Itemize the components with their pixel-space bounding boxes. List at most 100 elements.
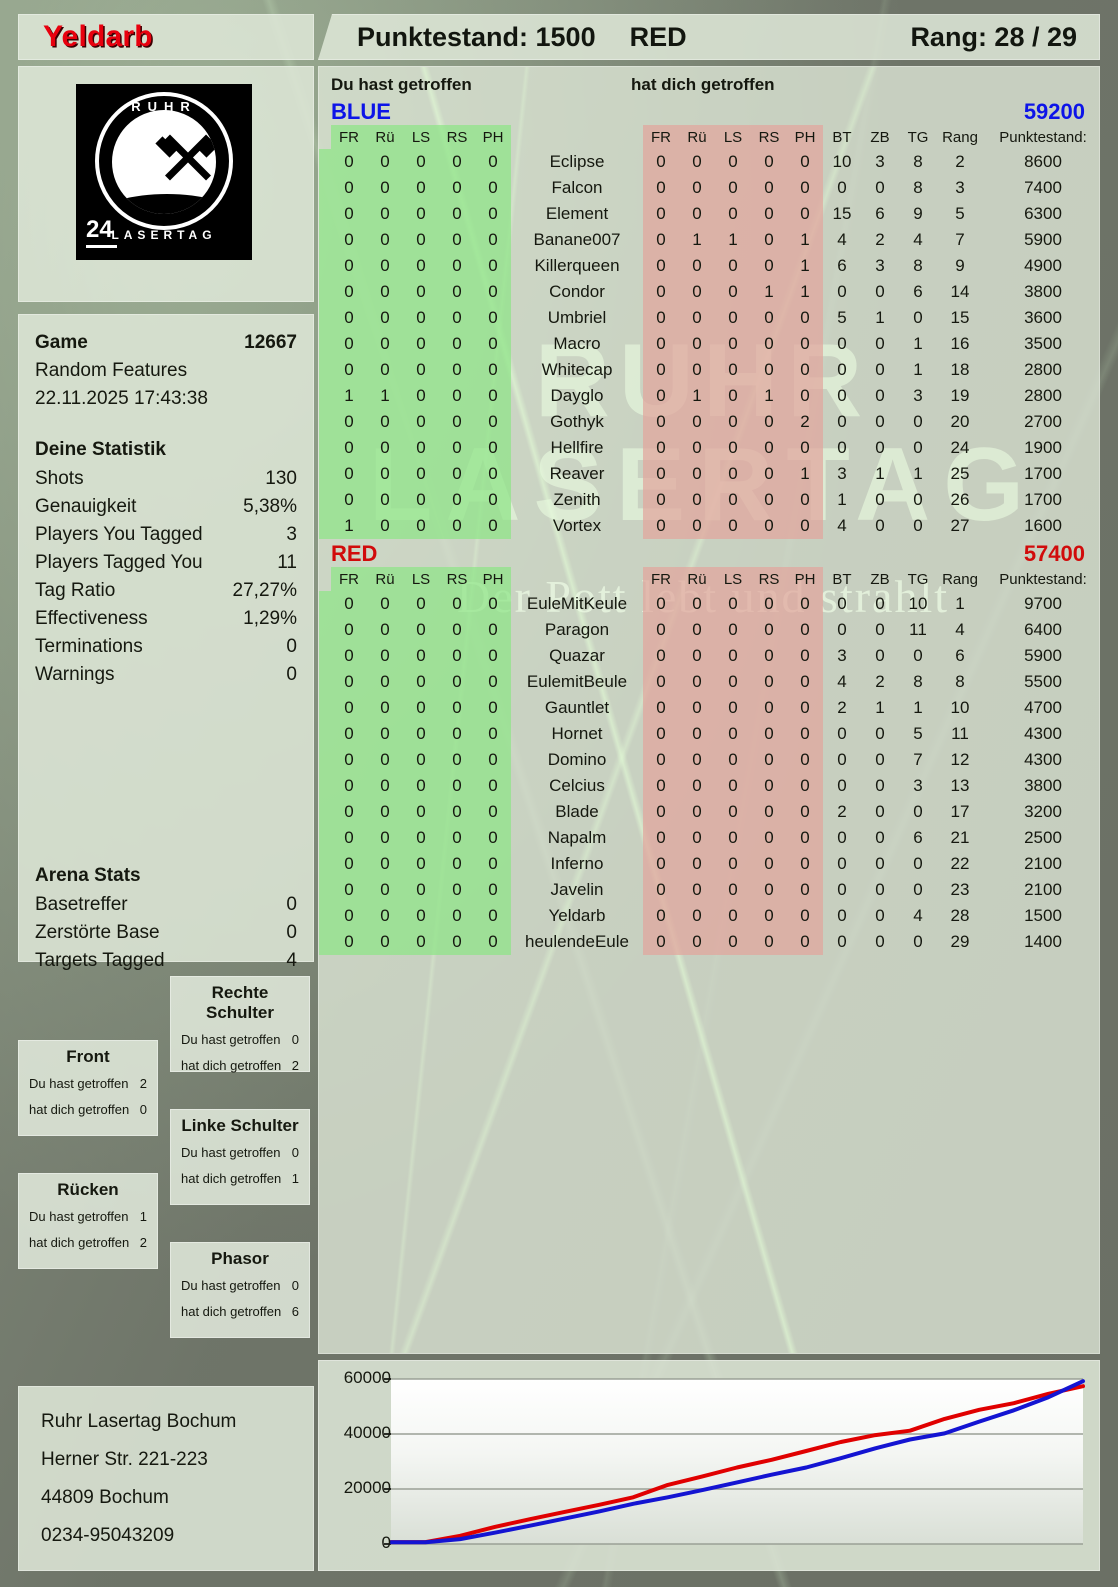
cell-hit-FR: 0	[331, 799, 367, 825]
zone-title: Phasor	[211, 1249, 269, 1268]
cell-hit-LS: 0	[403, 513, 439, 539]
table-row[interactable]: 0 0 0 0 0 Umbriel 0 0 0 0 0 5 1 0 15 3600	[319, 305, 1099, 331]
pad-cell	[319, 695, 331, 721]
table-row[interactable]: 1 0 0 0 0 Vortex 0 0 0 0 0 4 0 0 27 1600	[319, 513, 1099, 539]
zone-got-label: hat dich getroffen	[29, 1235, 130, 1250]
cell-hit-Rü: 0	[367, 747, 403, 773]
cell-got-FR: 0	[643, 253, 679, 279]
cell-ZB: 0	[875, 646, 885, 665]
cell-hit-Rü: 0	[367, 903, 403, 929]
cell-got-Rü: 1	[679, 227, 715, 253]
cell-got-PH: 0	[787, 305, 823, 331]
cell-got-LS: 0	[715, 149, 751, 175]
stat-row: Terminations 0	[35, 633, 297, 661]
team-header-red: RED 57400	[319, 539, 1099, 567]
cell-Rang: 15	[950, 308, 970, 327]
table-row[interactable]: 1 1 0 0 0 Dayglo 0 1 0 1 0 0 0 3 19 2800	[319, 383, 1099, 409]
team-total-score: 59200	[1023, 99, 1085, 124]
col-head-BT: BT	[832, 128, 852, 146]
cell-player-name: Eclipse	[549, 152, 605, 171]
zone-title: Rücken	[57, 1180, 119, 1199]
cell-hit-RS: 0	[439, 929, 475, 955]
table-row[interactable]: 0 0 0 0 0 Napalm 0 0 0 0 0 0 0 6 21 2500	[319, 825, 1099, 851]
table-row[interactable]: 0 0 0 0 0 Hellfire 0 0 0 0 0 0 0 0 24 1900	[319, 435, 1099, 461]
cell-hit-LS: 0	[403, 435, 439, 461]
team-total-score: 57400	[1023, 541, 1085, 566]
cell-got-PH: 0	[787, 929, 823, 955]
cell-hit-Rü: 0	[367, 773, 403, 799]
stat-label: Warnings	[35, 664, 115, 685]
zone-hit-label: Du hast getroffen	[29, 1209, 129, 1224]
cell-got-RS: 0	[751, 721, 787, 747]
table-row[interactable]: 0 0 0 0 0 Killerqueen 0 0 0 0 1 6 3 8 9 4900	[319, 253, 1099, 279]
cell-got-Rü: 0	[679, 513, 715, 539]
cell-got-PH: 1	[787, 461, 823, 487]
cell-hit-PH: 0	[475, 513, 511, 539]
table-row[interactable]: 0 0 0 0 0 heulendeEule 0 0 0 0 0 0 0 0 29 1400	[319, 929, 1099, 955]
table-row[interactable]: 0 0 0 0 0 Whitecap 0 0 0 0 0 0 0 1 18 2800	[319, 357, 1099, 383]
cell-TG: 1	[913, 360, 923, 379]
cell-hit-LS: 0	[403, 643, 439, 669]
cell-TG: 10	[908, 594, 928, 613]
col-head-got-RS: RS	[751, 567, 787, 591]
table-row[interactable]: 0 0 0 0 0 Quazar 0 0 0 0 0 3 0 0 6 5900	[319, 643, 1099, 669]
cell-hit-FR: 0	[331, 695, 367, 721]
cell-TG: 0	[913, 880, 923, 899]
table-row[interactable]: 0 0 0 0 0 Macro 0 0 0 0 0 0 0 1 16 3500	[319, 331, 1099, 357]
cell-got-FR: 0	[643, 903, 679, 929]
table-row[interactable]: 0 0 0 0 0 Yeldarb 0 0 0 0 0 0 0 4 28 1500	[319, 903, 1099, 929]
cell-got-LS: 0	[715, 929, 751, 955]
table-row[interactable]: 0 0 0 0 0 Blade 0 0 0 0 0 2 0 0 17 3200	[319, 799, 1099, 825]
cell-hit-RS: 0	[439, 253, 475, 279]
cell-ZB: 0	[875, 906, 885, 925]
table-row[interactable]: 0 0 0 0 0 Falcon 0 0 0 0 0 0 0 8 3 7400	[319, 175, 1099, 201]
table-row[interactable]: 0 0 0 0 0 Javelin 0 0 0 0 0 0 0 0 23 2100	[319, 877, 1099, 903]
cell-points: 6300	[1024, 204, 1062, 223]
cell-got-RS: 0	[751, 747, 787, 773]
cell-got-PH: 0	[787, 331, 823, 357]
cell-hit-PH: 0	[475, 591, 511, 617]
table-row[interactable]: 0 0 0 0 0 EulemitBeule 0 0 0 0 0 4 2 8 8 5500	[319, 669, 1099, 695]
table-row[interactable]: 0 0 0 0 0 Banane007 0 1 1 0 1 4 2 4 7 5900	[319, 227, 1099, 253]
cell-BT: 0	[837, 750, 847, 769]
cell-hit-LS: 0	[403, 903, 439, 929]
cell-got-LS: 0	[715, 435, 751, 461]
cell-got-LS: 0	[715, 305, 751, 331]
cell-hit-RS: 0	[439, 591, 475, 617]
table-row[interactable]: 0 0 0 0 0 Reaver 0 0 0 0 1 3 1 1 25 1700	[319, 461, 1099, 487]
table-row[interactable]: 0 0 0 0 0 Gothyk 0 0 0 0 2 0 0 0 20 2700	[319, 409, 1099, 435]
cell-got-FR: 0	[643, 773, 679, 799]
table-row[interactable]: 0 0 0 0 0 Domino 0 0 0 0 0 0 0 7 12 4300	[319, 747, 1099, 773]
table-row[interactable]: 0 0 0 0 0 Celcius 0 0 0 0 0 0 0 3 13 3800	[319, 773, 1099, 799]
pad-cell	[319, 253, 331, 279]
table-row[interactable]: 0 0 0 0 0 Paragon 0 0 0 0 0 0 0 11 4 6400	[319, 617, 1099, 643]
stat-row: Tag Ratio 27,27%	[35, 577, 297, 605]
cell-hit-FR: 0	[331, 773, 367, 799]
cell-got-RS: 0	[751, 409, 787, 435]
cell-player-name: Macro	[553, 334, 601, 353]
cell-TG: 0	[913, 490, 923, 509]
cell-hit-PH: 0	[475, 617, 511, 643]
cell-hit-LS: 0	[403, 721, 439, 747]
cell-got-LS: 0	[715, 513, 751, 539]
table-row[interactable]: 0 0 0 0 0 Condor 0 0 0 1 1 0 0 6 14 3800	[319, 279, 1099, 305]
table-row[interactable]: 0 0 0 0 0 EuleMitKeule 0 0 0 0 0 0 0 10 1 9700	[319, 591, 1099, 617]
zone-hit-label: Du hast getroffen	[181, 1032, 281, 1047]
table-row[interactable]: 0 0 0 0 0 Inferno 0 0 0 0 0 0 0 0 22 2100	[319, 851, 1099, 877]
table-row[interactable]: 0 0 0 0 0 Element 0 0 0 0 0 15 6 9 5 6300	[319, 201, 1099, 227]
team-header-blue: BLUE 59200	[319, 97, 1099, 125]
table-row[interactable]: 0 0 0 0 0 Zenith 0 0 0 0 0 1 0 0 26 1700	[319, 487, 1099, 513]
pad-cell	[319, 643, 331, 669]
zone-card-front: Front Du hast getroffen 2 hat dich getroffe…	[18, 1040, 158, 1136]
rank-label: Rang: 28 / 29	[910, 21, 1077, 52]
table-row[interactable]: 0 0 0 0 0 Hornet 0 0 0 0 0 0 0 5 11 4300	[319, 721, 1099, 747]
col-head-name	[511, 567, 643, 591]
board-column-group-labels: Du hast getroffen hat dich getroffen	[319, 67, 1099, 97]
score-progression-chart: 0 20000 40000 60000	[318, 1360, 1100, 1571]
cell-got-Rü: 0	[679, 773, 715, 799]
table-row[interactable]: 0 0 0 0 0 Eclipse 0 0 0 0 0 10 3 8 2 8600	[319, 149, 1099, 175]
cell-TG: 0	[913, 932, 923, 951]
cell-got-FR: 0	[643, 279, 679, 305]
table-row[interactable]: 0 0 0 0 0 Gauntlet 0 0 0 0 0 2 1 1 10 4700	[319, 695, 1099, 721]
cell-got-FR: 0	[643, 409, 679, 435]
